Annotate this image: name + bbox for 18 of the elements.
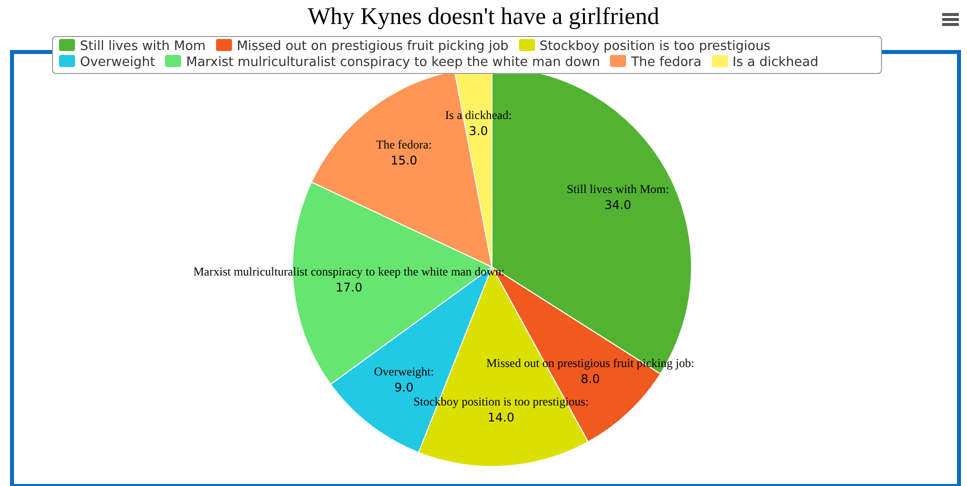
- data-label: 14.0: [488, 410, 514, 424]
- text: Overweight:: [374, 364, 434, 379]
- legend-label: Is a dickhead: [732, 55, 818, 71]
- legend-label: Missed out on prestigious fruit picking job: [236, 39, 509, 55]
- legend-label: Still lives with Mom: [79, 39, 206, 55]
- text: Still lives with Mom:: [566, 182, 670, 196]
- chart-title: Why Kynes doesn't have a girlfriend: [306, 4, 660, 31]
- data-label: 9.0: [394, 380, 414, 395]
- data-label: 34.0: [604, 198, 632, 212]
- data-label: 15.0: [390, 154, 418, 168]
- legend-label: Overweight: [79, 55, 156, 71]
- legend-label: Stockboy position is too prestigious: [538, 39, 770, 55]
- data-label: 8.0: [580, 372, 600, 386]
- legend-label: Marxist mulriculturalist conspiracy to keep the white man down: [185, 55, 600, 71]
- data-label: 17.0: [336, 280, 362, 295]
- legend-label: The fedora: [630, 55, 702, 71]
- text: The fedora:: [376, 138, 432, 152]
- data-label: 3.0: [468, 124, 488, 138]
